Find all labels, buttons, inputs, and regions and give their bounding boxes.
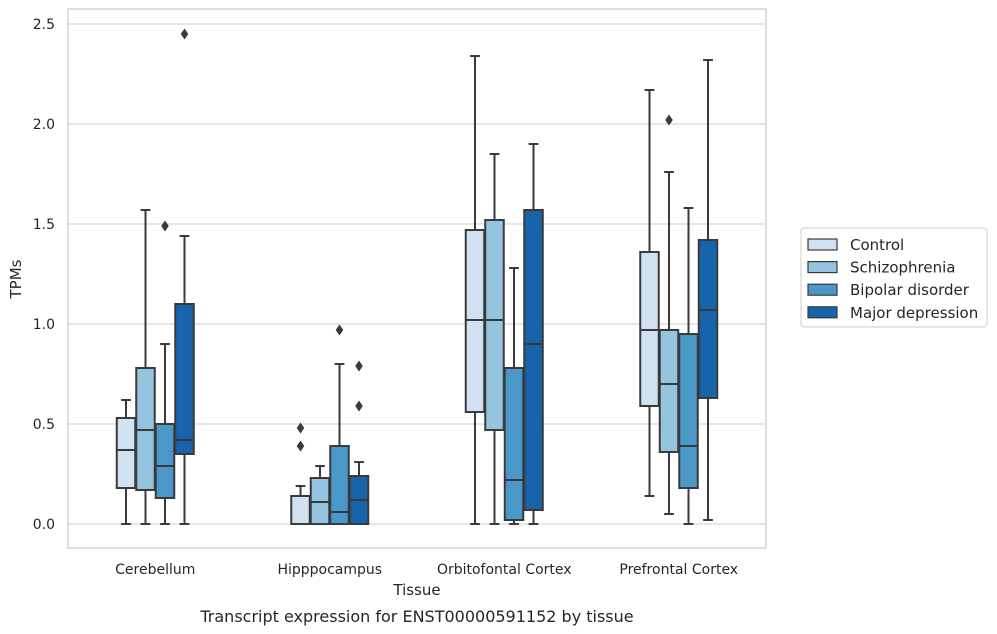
outlier-point bbox=[355, 360, 363, 372]
box-iqr bbox=[523, 209, 544, 511]
legend-swatch bbox=[807, 238, 838, 251]
box-iqr bbox=[115, 417, 137, 489]
box-control bbox=[290, 422, 311, 525]
box-major-depression bbox=[697, 59, 719, 521]
outlier-point bbox=[180, 28, 189, 40]
box-iqr bbox=[503, 367, 525, 521]
x-axis-label: Tissue bbox=[392, 581, 440, 599]
x-tick-label: Cerebellum bbox=[115, 562, 195, 578]
box-iqr bbox=[290, 495, 311, 525]
box-iqr bbox=[678, 333, 699, 489]
x-tick-labels: Cerebellum Hipppocampus Orbitofontal Corte… bbox=[115, 562, 738, 578]
box-control bbox=[115, 399, 137, 525]
plot-frame bbox=[67, 8, 767, 549]
box-major-depression bbox=[523, 143, 544, 525]
y-axis-label: TPMs bbox=[7, 259, 25, 299]
box-bipolar-disorder bbox=[503, 267, 525, 525]
y-tick-labels: 0.0 0.5 1.0 1.5 2.0 2.5 bbox=[33, 17, 55, 533]
outlier-point bbox=[296, 422, 305, 434]
box-bipolar-disorder bbox=[154, 220, 176, 525]
box-iqr bbox=[154, 423, 176, 499]
legend-label: Schizophrenia bbox=[850, 259, 955, 277]
box-iqr bbox=[697, 239, 719, 399]
legend-label: Control bbox=[850, 236, 904, 254]
box-major-depression bbox=[174, 28, 195, 525]
legend-swatch bbox=[807, 306, 838, 319]
box-iqr bbox=[174, 303, 195, 455]
outlier-point bbox=[335, 324, 344, 336]
y-tick-label: 2.5 bbox=[33, 17, 55, 33]
box-control bbox=[464, 55, 486, 525]
outlier-point bbox=[665, 114, 673, 126]
y-tick-label: 1.0 bbox=[33, 317, 55, 333]
x-tick-label: Prefrontal Cortex bbox=[619, 562, 738, 578]
x-tick-label: Hipppocampus bbox=[277, 562, 382, 578]
y-tick-label: 0.5 bbox=[33, 417, 55, 433]
legend: Control Schizophrenia Bipolar disorder Majo… bbox=[800, 227, 988, 328]
box-major-depression bbox=[348, 360, 370, 525]
legend-frame bbox=[800, 227, 988, 328]
box-series bbox=[115, 28, 719, 525]
outlier-point bbox=[296, 440, 305, 452]
box-schizophrenia bbox=[658, 114, 680, 515]
box-iqr bbox=[484, 219, 505, 431]
y-tick-label: 0.0 bbox=[33, 517, 55, 533]
chart-caption: Transcript expression for ENST0000059115… bbox=[199, 607, 633, 626]
box-bipolar-disorder bbox=[678, 207, 699, 525]
x-tick-label: Orbitofontal Cortex bbox=[437, 562, 572, 578]
legend-swatch bbox=[807, 283, 838, 296]
legend-label: Major depression bbox=[850, 304, 978, 322]
outlier-point bbox=[355, 400, 363, 412]
y-tick-label: 2.0 bbox=[33, 117, 55, 133]
box-iqr bbox=[658, 329, 680, 453]
y-tick-label: 1.5 bbox=[33, 217, 55, 233]
box-control bbox=[639, 89, 660, 497]
box-schizophrenia bbox=[135, 209, 156, 525]
outlier-point bbox=[161, 220, 169, 232]
legend-label: Bipolar disorder bbox=[850, 281, 970, 299]
legend-swatch bbox=[807, 261, 838, 274]
box-schizophrenia bbox=[484, 153, 505, 525]
box-schizophrenia bbox=[309, 465, 331, 525]
